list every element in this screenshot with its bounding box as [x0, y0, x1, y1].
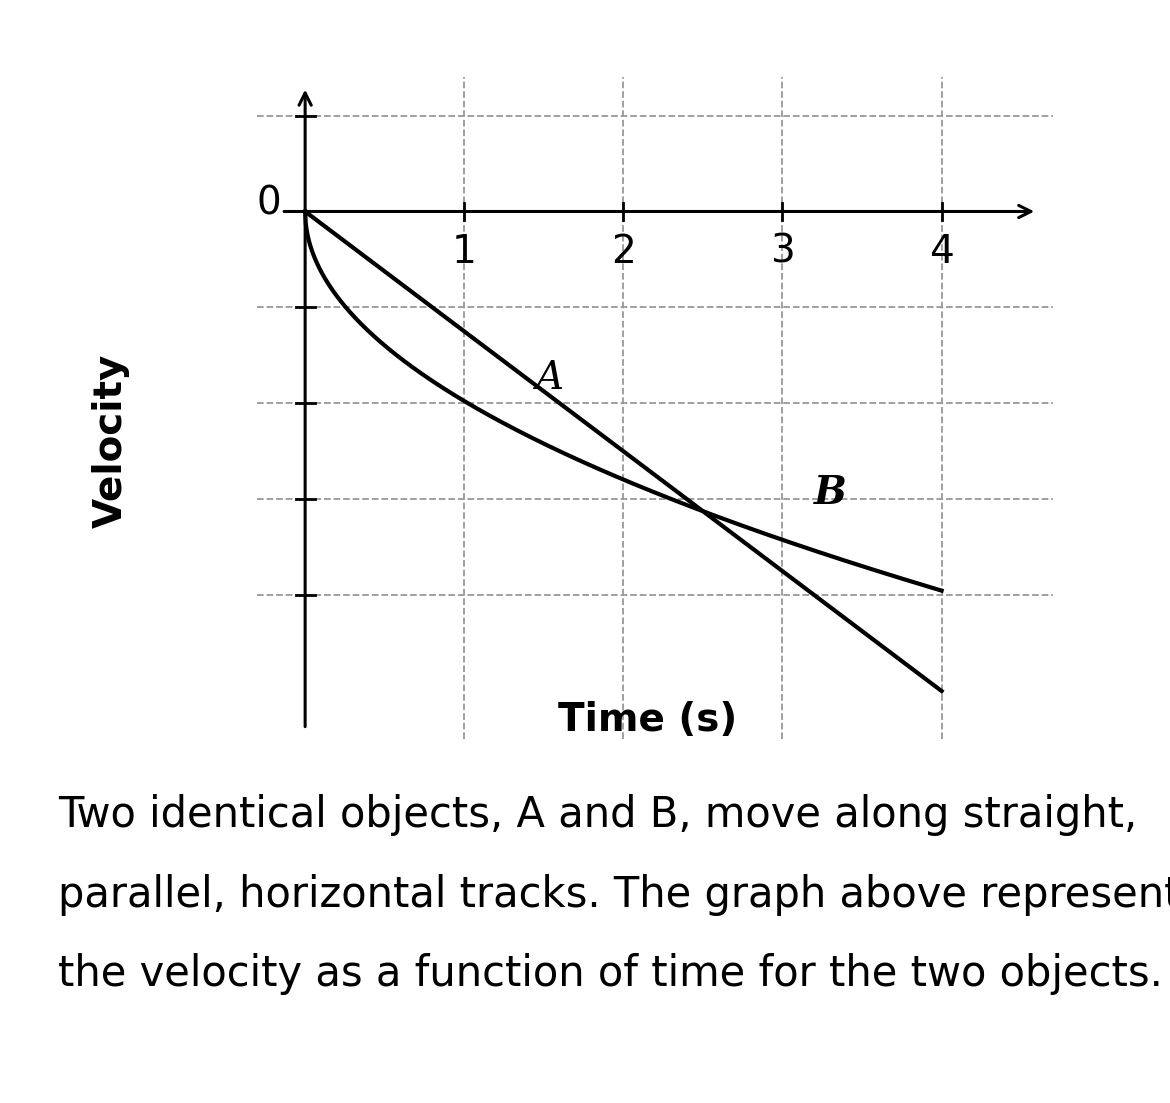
Text: the velocity as a function of time for the two objects.: the velocity as a function of time for t…	[58, 953, 1163, 995]
Text: Two identical objects, A and B, move along straight,: Two identical objects, A and B, move alo…	[58, 794, 1137, 836]
Text: A: A	[536, 360, 564, 397]
Text: Velocity: Velocity	[92, 354, 130, 528]
Text: 2: 2	[611, 233, 635, 270]
Text: 1: 1	[452, 233, 476, 270]
Text: Time (s): Time (s)	[558, 700, 737, 739]
Text: B: B	[814, 474, 847, 512]
Text: parallel, horizontal tracks. The graph above represents: parallel, horizontal tracks. The graph a…	[58, 874, 1170, 915]
Text: 0: 0	[256, 185, 281, 223]
Text: 3: 3	[770, 233, 794, 270]
Text: 4: 4	[929, 233, 954, 270]
